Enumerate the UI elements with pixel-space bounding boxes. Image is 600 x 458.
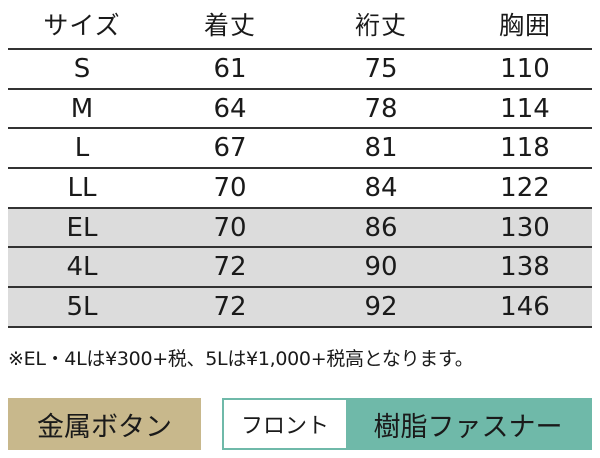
cell-length: 67	[213, 133, 247, 164]
cell-sleeve: 81	[364, 133, 398, 164]
cell-size: EL	[66, 212, 98, 243]
cell-chest: 146	[500, 291, 550, 322]
cell-size: L	[74, 133, 90, 164]
front-label: フロント	[224, 400, 346, 448]
table-row: M 64 78 114	[8, 90, 592, 130]
cell-chest: 118	[500, 133, 550, 164]
table-header-row: サイズ 着丈 裄丈 胸囲	[8, 0, 592, 50]
header-sleeve: 裄丈	[354, 11, 407, 40]
header-chest: 胸囲	[498, 11, 551, 40]
cell-length: 64	[213, 93, 247, 124]
cell-size: LL	[67, 172, 97, 203]
cell-length: 61	[213, 53, 247, 84]
table-row: S 61 75 110	[8, 50, 592, 90]
table-row: EL 70 86 130	[8, 208, 592, 249]
metal-button-tag: 金属ボタン	[8, 398, 201, 450]
cell-chest: 110	[500, 53, 550, 84]
cell-sleeve: 75	[364, 53, 398, 84]
cell-chest: 130	[500, 212, 550, 243]
cell-length: 72	[213, 252, 247, 283]
cell-size: M	[70, 93, 94, 124]
cell-sleeve: 90	[364, 252, 398, 283]
cell-sleeve: 84	[364, 172, 398, 203]
table-body: S 61 75 110 M 64 78 114 L 67 81 118 LL 70 84 122 EL 70 86 1…	[8, 50, 592, 328]
table-row: LL 70 84 122	[8, 169, 592, 209]
front-value: 樹脂ファスナー	[346, 400, 590, 448]
header-size: サイズ	[43, 11, 121, 40]
size-table: サイズ 着丈 裄丈 胸囲 S 61 75 110 M 64 78 114 L 67 81 118 LL 7…	[8, 0, 592, 328]
table-row: 5L 72 92 146	[8, 288, 592, 328]
cell-length: 70	[213, 212, 247, 243]
front-closure-tag: フロント 樹脂ファスナー	[222, 398, 592, 450]
table-row: 4L 72 90 138	[8, 248, 592, 289]
cell-length: 72	[213, 291, 247, 322]
cell-size: 5L	[66, 291, 98, 322]
cell-length: 70	[213, 172, 247, 203]
cell-chest: 138	[500, 252, 550, 283]
cell-sleeve: 78	[364, 93, 398, 124]
cell-size: 4L	[66, 252, 98, 283]
cell-sleeve: 86	[364, 212, 398, 243]
cell-size: S	[73, 53, 91, 84]
header-length: 着丈	[203, 11, 256, 40]
cell-sleeve: 92	[364, 291, 398, 322]
table-row: L 67 81 118	[8, 129, 592, 170]
cell-chest: 114	[500, 93, 550, 124]
cell-chest: 122	[500, 172, 550, 203]
price-note: ※EL・4Lは¥300+税、5Lは¥1,000+税高となります。	[8, 348, 474, 370]
